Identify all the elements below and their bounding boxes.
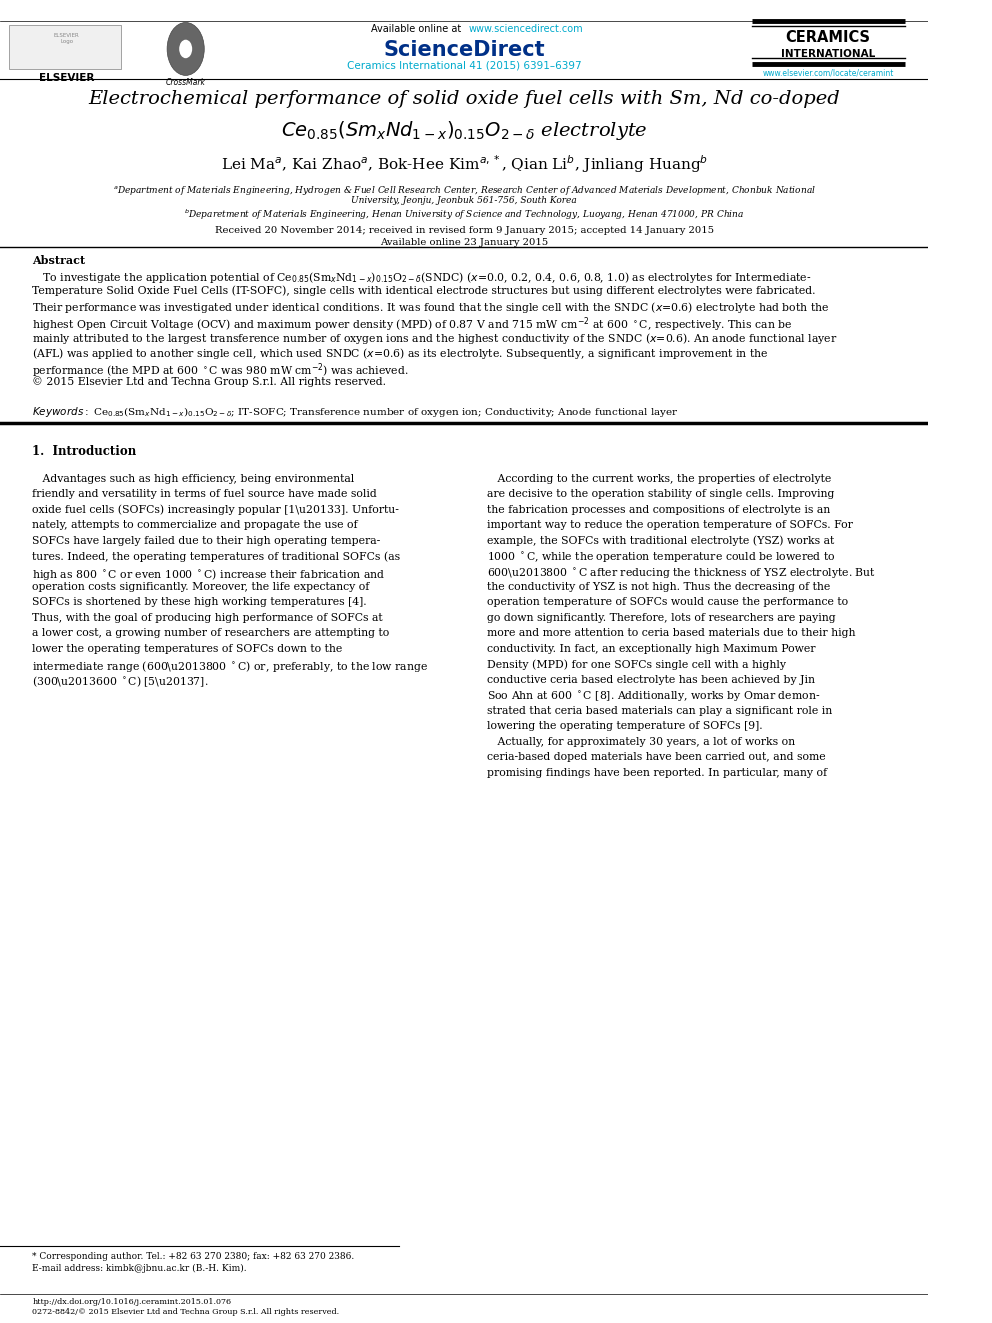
Text: a lower cost, a growing number of researchers are attempting to: a lower cost, a growing number of resear… — [33, 628, 390, 639]
Text: friendly and versatility in terms of fuel source have made solid: friendly and versatility in terms of fue… — [33, 490, 377, 499]
Text: promising findings have been reported. In particular, many of: promising findings have been reported. I… — [487, 767, 827, 778]
Text: Their performance was investigated under identical conditions. It was found that: Their performance was investigated under… — [33, 300, 830, 315]
Text: SOFCs have largely failed due to their high operating tempera-: SOFCs have largely failed due to their h… — [33, 536, 381, 545]
Text: conductive ceria based electrolyte has been achieved by Jin: conductive ceria based electrolyte has b… — [487, 675, 815, 685]
Text: Abstract: Abstract — [33, 255, 85, 266]
Text: operation costs significantly. Moreover, the life expectancy of: operation costs significantly. Moreover,… — [33, 582, 370, 591]
Text: Soo Ahn at 600 $^\circ$C [8]. Additionally, works by Omar demon-: Soo Ahn at 600 $^\circ$C [8]. Additional… — [487, 691, 820, 704]
Text: Available online 23 January 2015: Available online 23 January 2015 — [380, 238, 549, 247]
Text: © 2015 Elsevier Ltd and Techna Group S.r.l. All rights reserved.: © 2015 Elsevier Ltd and Techna Group S.r… — [33, 376, 387, 388]
Text: www.elsevier.com/locate/ceramint: www.elsevier.com/locate/ceramint — [763, 69, 894, 78]
Text: Ceramics International 41 (2015) 6391–6397: Ceramics International 41 (2015) 6391–63… — [347, 61, 581, 71]
Text: important way to reduce the operation temperature of SOFCs. For: important way to reduce the operation te… — [487, 520, 853, 531]
Text: http://dx.doi.org/10.1016/j.ceramint.2015.01.076: http://dx.doi.org/10.1016/j.ceramint.201… — [33, 1298, 231, 1306]
Text: 1.  Introduction: 1. Introduction — [33, 445, 137, 458]
Text: SOFCs is shortened by these high working temperatures [4].: SOFCs is shortened by these high working… — [33, 598, 367, 607]
Text: CERAMICS: CERAMICS — [786, 30, 871, 45]
Text: * Corresponding author. Tel.: +82 63 270 2380; fax: +82 63 270 2386.: * Corresponding author. Tel.: +82 63 270… — [33, 1252, 355, 1261]
Text: www.sciencedirect.com: www.sciencedirect.com — [469, 24, 583, 34]
Text: Temperature Solid Oxide Fuel Cells (IT-SOFC), single cells with identical electr: Temperature Solid Oxide Fuel Cells (IT-S… — [33, 284, 816, 295]
Text: intermediate range (600\u2013800 $^\circ$C) or, preferably, to the low range: intermediate range (600\u2013800 $^\circ… — [33, 659, 429, 675]
Text: conductivity. In fact, an exceptionally high Maximum Power: conductivity. In fact, an exceptionally … — [487, 644, 816, 654]
FancyBboxPatch shape — [9, 25, 121, 69]
Text: performance (the MPD at 600 $^\circ$C was 980 mW cm$^{-2}$) was achieved.: performance (the MPD at 600 $^\circ$C wa… — [33, 361, 409, 380]
Text: strated that ceria based materials can play a significant role in: strated that ceria based materials can p… — [487, 705, 832, 716]
Text: Advantages such as high efficiency, being environmental: Advantages such as high efficiency, bein… — [33, 474, 355, 484]
Text: 0272-8842/© 2015 Elsevier Ltd and Techna Group S.r.l. All rights reserved.: 0272-8842/© 2015 Elsevier Ltd and Techna… — [33, 1308, 339, 1316]
Text: 600\u2013800 $^\circ$C after reducing the thickness of YSZ electrolyte. But: 600\u2013800 $^\circ$C after reducing th… — [487, 566, 877, 581]
Text: ELSEVIER
Logo: ELSEVIER Logo — [54, 33, 79, 44]
Text: mainly attributed to the largest transference number of oxygen ions and the high: mainly attributed to the largest transfe… — [33, 331, 838, 345]
Text: Density (MPD) for one SOFCs single cell with a highly: Density (MPD) for one SOFCs single cell … — [487, 659, 787, 669]
Text: (AFL) was applied to another single cell, which used SNDC ($x$=0.6) as its elect: (AFL) was applied to another single cell… — [33, 345, 769, 361]
Text: University, Jeonju, Jeonbuk 561-756, South Korea: University, Jeonju, Jeonbuk 561-756, Sou… — [351, 196, 577, 205]
Text: lowering the operating temperature of SOFCs [9].: lowering the operating temperature of SO… — [487, 721, 763, 732]
Text: Actually, for approximately 30 years, a lot of works on: Actually, for approximately 30 years, a … — [487, 737, 796, 746]
Text: According to the current works, the properties of electrolyte: According to the current works, the prop… — [487, 474, 831, 484]
Circle shape — [167, 22, 204, 75]
Text: $^a$Department of Materials Engineering, Hydrogen & Fuel Cell Research Center, R: $^a$Department of Materials Engineering,… — [113, 184, 815, 197]
Text: example, the SOFCs with traditional electrolyte (YSZ) works at: example, the SOFCs with traditional elec… — [487, 536, 834, 546]
Text: highest Open Circuit Voltage (OCV) and maximum power density (MPD) of 0.87 V and: highest Open Circuit Voltage (OCV) and m… — [33, 315, 793, 335]
Text: Available online at: Available online at — [371, 24, 464, 34]
Text: the fabrication processes and compositions of electrolyte is an: the fabrication processes and compositio… — [487, 504, 830, 515]
Text: $\mathit{Ce}$$\mathit{_{0.85}}$$\mathit{(Sm_xNd_{1-x})_{0.15}O_{2-\delta}}$ elec: $\mathit{Ce}$$\mathit{_{0.85}}$$\mathit{… — [281, 119, 648, 142]
Text: operation temperature of SOFCs would cause the performance to: operation temperature of SOFCs would cau… — [487, 598, 848, 607]
Text: Lei Ma$^a$, Kai Zhao$^a$, Bok-Hee Kim$^{a,*}$, Qian Li$^b$, Jinliang Huang$^b$: Lei Ma$^a$, Kai Zhao$^a$, Bok-Hee Kim$^{… — [220, 153, 708, 175]
Text: lower the operating temperatures of SOFCs down to the: lower the operating temperatures of SOFC… — [33, 644, 343, 654]
Text: high as 800 $^\circ$C or even 1000 $^\circ$C) increase their fabrication and: high as 800 $^\circ$C or even 1000 $^\ci… — [33, 566, 386, 582]
Text: INTERNATIONAL: INTERNATIONAL — [781, 49, 875, 60]
Text: ceria-based doped materials have been carried out, and some: ceria-based doped materials have been ca… — [487, 753, 826, 762]
Text: go down significantly. Therefore, lots of researchers are paying: go down significantly. Therefore, lots o… — [487, 613, 836, 623]
Text: 1000 $^\circ$C, while the operation temperature could be lowered to: 1000 $^\circ$C, while the operation temp… — [487, 550, 836, 565]
Text: ELSEVIER: ELSEVIER — [39, 73, 94, 83]
Text: more and more attention to ceria based materials due to their high: more and more attention to ceria based m… — [487, 628, 856, 639]
Text: Electrochemical performance of solid oxide fuel cells with Sm, Nd co-doped: Electrochemical performance of solid oxi… — [88, 90, 840, 108]
Text: tures. Indeed, the operating temperatures of traditional SOFCs (as: tures. Indeed, the operating temperature… — [33, 550, 401, 561]
Text: ScienceDirect: ScienceDirect — [383, 40, 545, 60]
Text: oxide fuel cells (SOFCs) increasingly popular [1\u20133]. Unfortu-: oxide fuel cells (SOFCs) increasingly po… — [33, 504, 400, 515]
Text: (300\u2013600 $^\circ$C) [5\u20137].: (300\u2013600 $^\circ$C) [5\u20137]. — [33, 675, 209, 689]
Text: To investigate the application potential of Ce$_{0.85}$(Sm$_x$Nd$_{1-x}$)$_{0.15: To investigate the application potential… — [33, 270, 812, 284]
Text: Thus, with the goal of producing high performance of SOFCs at: Thus, with the goal of producing high pe… — [33, 613, 383, 623]
Text: are decisive to the operation stability of single cells. Improving: are decisive to the operation stability … — [487, 490, 835, 499]
Text: E-mail address: kimbk@jbnu.ac.kr (B.-H. Kim).: E-mail address: kimbk@jbnu.ac.kr (B.-H. … — [33, 1263, 247, 1273]
Text: Received 20 November 2014; received in revised form 9 January 2015; accepted 14 : Received 20 November 2014; received in r… — [214, 226, 714, 235]
Text: the conductivity of YSZ is not high. Thus the decreasing of the: the conductivity of YSZ is not high. Thu… — [487, 582, 830, 591]
Circle shape — [180, 40, 192, 58]
Text: $\it{Keywords:}$ Ce$_{0.85}$(Sm$_x$Nd$_{1-x}$)$_{0.15}$O$_{2-\delta}$; IT-SOFC; : $\it{Keywords:}$ Ce$_{0.85}$(Sm$_x$Nd$_{… — [33, 405, 680, 419]
Text: $^b$Deparetment of Materials Engineering, Henan University of Science and Techno: $^b$Deparetment of Materials Engineering… — [185, 208, 744, 222]
Text: nately, attempts to commercialize and propagate the use of: nately, attempts to commercialize and pr… — [33, 520, 358, 531]
Text: CrossMark: CrossMark — [166, 78, 205, 87]
